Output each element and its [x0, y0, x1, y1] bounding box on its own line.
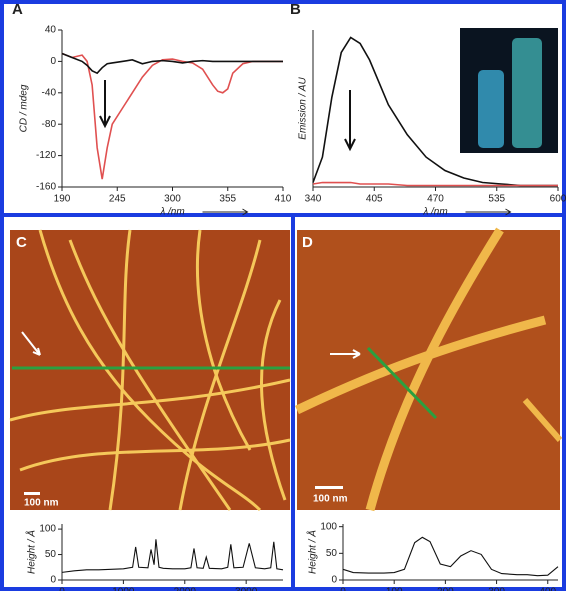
- scale-bar: [315, 486, 343, 489]
- y-tick-label: 0: [331, 575, 337, 586]
- x-tick-label: 470: [427, 194, 444, 205]
- x-axis-label: λ /nm: [422, 207, 447, 218]
- x-tick-label: 0: [340, 587, 346, 591]
- y-tick-label: -40: [42, 87, 57, 98]
- x-tick-label: 300: [488, 587, 505, 591]
- y-axis-label: Height / Å: [25, 530, 38, 574]
- x-tick-label: 340: [305, 194, 322, 205]
- x-tick-label: 245: [109, 194, 126, 205]
- y-tick-label: -120: [36, 150, 56, 161]
- figure: 100 nm C 100 nm D A B 400-40-80-120-1601…: [0, 0, 566, 591]
- y-tick-label: 50: [326, 548, 338, 559]
- x-tick-label: 3000: [235, 587, 258, 591]
- panel-label: C: [16, 234, 27, 251]
- y-axis-label: Emission / AU: [298, 77, 309, 140]
- x-tick-label: 410: [275, 194, 292, 205]
- y-axis-label: CD / mdeg: [19, 84, 30, 132]
- scale-bar: [24, 492, 40, 495]
- y-tick-label: 0: [50, 56, 56, 67]
- x-tick-label: 200: [437, 587, 454, 591]
- y-tick-label: 0: [50, 575, 56, 586]
- x-tick-label: 190: [54, 194, 71, 205]
- panel-label: A: [12, 1, 23, 18]
- y-tick-label: 100: [320, 521, 337, 532]
- inset-photo: [460, 28, 558, 153]
- panel-label: D: [302, 234, 313, 251]
- x-tick-label: 405: [366, 194, 383, 205]
- x-tick-label: 300: [164, 194, 181, 205]
- afm-image: [297, 230, 560, 510]
- x-tick-label: 535: [488, 194, 505, 205]
- y-tick-label: -80: [42, 119, 57, 130]
- x-tick-label: 355: [219, 194, 236, 205]
- x-axis-label: λ /nm: [159, 207, 184, 218]
- y-tick-label: -160: [36, 182, 56, 193]
- x-tick-label: 1000: [112, 587, 135, 591]
- afm-image: [10, 230, 290, 510]
- y-tick-label: 100: [39, 524, 56, 535]
- page: {"panels":[{"label":"A"},{"label":"B"},{…: [0, 0, 566, 596]
- vial: [512, 38, 542, 148]
- scale-label: 100 nm: [313, 494, 348, 505]
- x-tick-label: 0: [59, 587, 65, 591]
- panel-label: B: [290, 1, 301, 18]
- y-tick-label: 50: [45, 549, 57, 560]
- x-tick-label: 100: [386, 587, 403, 591]
- vial: [478, 70, 504, 148]
- x-tick-label: 600: [550, 194, 566, 205]
- y-tick-label: 40: [45, 25, 57, 36]
- x-tick-label: 400: [539, 587, 556, 591]
- x-tick-label: 2000: [174, 587, 197, 591]
- scale-label: 100 nm: [24, 498, 59, 509]
- y-axis-label: Height / Å: [306, 530, 319, 574]
